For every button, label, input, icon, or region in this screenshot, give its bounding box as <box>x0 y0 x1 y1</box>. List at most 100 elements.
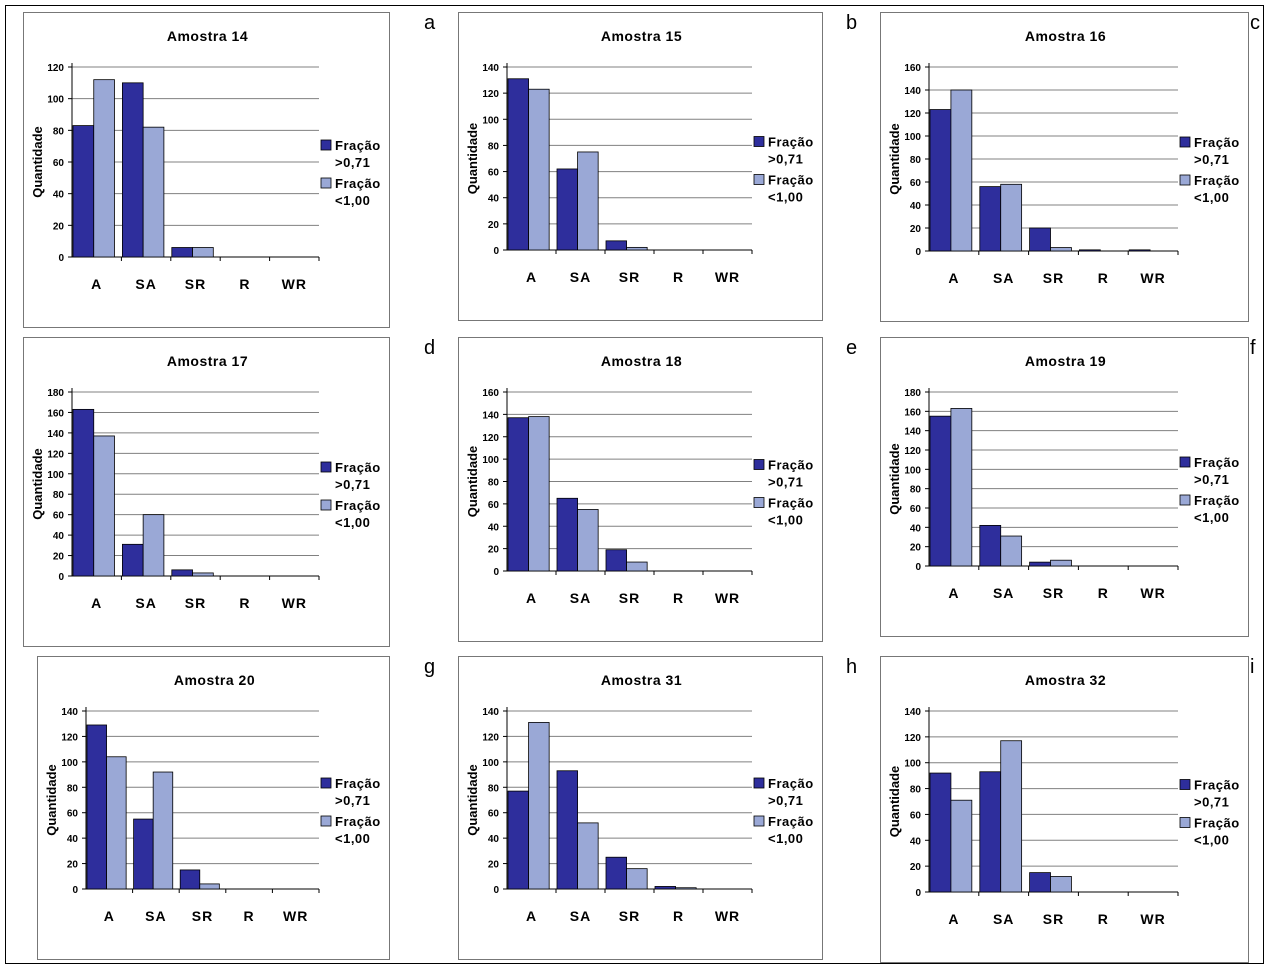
panel-letter: a <box>424 12 436 34</box>
x-tick-label: WR <box>1140 585 1165 601</box>
y-tick-label: 120 <box>47 449 64 460</box>
bar-fracao-071 <box>1029 561 1051 567</box>
x-tick-label: A <box>91 595 102 611</box>
chart-title: Amostra 16 <box>1025 28 1106 44</box>
y-tick-label: 160 <box>904 407 921 418</box>
y-tick-label: 140 <box>482 707 499 718</box>
y-tick-label: 140 <box>482 63 499 74</box>
x-tick-label: R <box>1098 270 1109 286</box>
y-tick-label: 60 <box>53 158 65 169</box>
bar-fracao-071 <box>1029 227 1051 252</box>
bar-fracao-100 <box>577 509 599 572</box>
y-tick-label: 20 <box>910 543 922 554</box>
x-tick-label: A <box>948 585 959 601</box>
chart-title: Amostra 19 <box>1025 353 1106 369</box>
bar-fracao-100 <box>142 514 165 577</box>
legend-label: Fração >0,71 <box>335 460 381 492</box>
bar-chart: Amostra 20 0 20 40 60 80 100 120 140 Quantidade A S… <box>44 672 381 924</box>
bar-fracao-100 <box>626 868 648 890</box>
chart-title: Amostra 18 <box>601 353 682 369</box>
y-tick-label: 80 <box>488 141 500 152</box>
x-tick-label: SR <box>1043 911 1064 927</box>
y-tick-label: 0 <box>58 253 64 264</box>
legend-swatch <box>1179 494 1191 506</box>
y-tick-label: 40 <box>53 531 65 542</box>
legend-swatch <box>320 815 332 827</box>
x-tick-label: R <box>239 595 250 611</box>
legend-label: Fração <1,00 <box>768 173 814 205</box>
y-tick-label: 100 <box>904 132 921 143</box>
legend-swatch <box>1179 136 1191 148</box>
chart-panel: Amostra 15 0 20 40 60 80 100 120 140 Quantidade A S… <box>458 12 823 321</box>
chart-panel: Amostra 31 0 20 40 60 80 100 120 140 Quantidade A S… <box>458 656 823 960</box>
y-tick-label: 40 <box>67 834 79 845</box>
legend-swatch <box>320 499 332 511</box>
x-tick-label: WR <box>283 908 308 924</box>
y-tick-label: 160 <box>482 388 499 399</box>
bar-fracao-100 <box>577 151 599 251</box>
y-tick-label: 80 <box>488 478 500 489</box>
bar-chart: Amostra 14 0 20 40 60 80 100 120 Quantidade A SA SR… <box>30 28 381 292</box>
y-tick-label: 40 <box>910 523 922 534</box>
y-tick-label: 100 <box>47 470 64 481</box>
chart-title: Amostra 20 <box>174 672 255 688</box>
y-tick-label: 120 <box>904 733 921 744</box>
legend-swatch <box>753 815 765 827</box>
chart-panel: Amostra 20 0 20 40 60 80 100 120 140 Quantidade A S… <box>37 656 390 960</box>
legend-swatch <box>1179 817 1191 828</box>
legend-label: Fração >0,71 <box>768 135 814 167</box>
bar-fracao-071 <box>979 771 1002 893</box>
y-tick-label: 120 <box>904 446 921 457</box>
y-tick-label: 20 <box>67 860 79 871</box>
bar-fracao-071 <box>122 543 144 577</box>
bar-fracao-100 <box>1000 740 1023 893</box>
bar-fracao-071 <box>929 109 952 252</box>
bar-fracao-071 <box>556 168 578 251</box>
x-tick-label: SA <box>993 270 1014 286</box>
bar-fracao-071 <box>507 78 529 251</box>
x-tick-label: SA <box>570 908 591 924</box>
y-tick-label: 140 <box>904 427 921 438</box>
bar-fracao-100 <box>950 799 973 893</box>
legend-swatch <box>753 174 765 185</box>
figure-frame <box>5 5 1264 964</box>
y-tick-label: 100 <box>47 95 64 106</box>
x-tick-label: SA <box>135 276 156 292</box>
legend-label: Fração >0,71 <box>768 458 814 490</box>
legend-label: Fração >0,71 <box>1194 135 1240 167</box>
bar-fracao-071 <box>86 724 107 890</box>
bar-fracao-071 <box>929 415 952 567</box>
bar-fracao-071 <box>507 790 529 890</box>
y-tick-label: 80 <box>488 783 500 794</box>
y-tick-label: 100 <box>482 758 499 769</box>
x-tick-label: R <box>673 908 684 924</box>
legend-label: Fração <1,00 <box>335 176 381 208</box>
chart-panel: Amostra 14 0 20 40 60 80 100 120 Quantidade A SA SR… <box>23 12 390 328</box>
bar-fracao-100 <box>675 887 697 890</box>
x-tick-label: A <box>526 908 537 924</box>
y-tick-label: 80 <box>53 490 65 501</box>
legend-label: Fração >0,71 <box>335 776 381 808</box>
y-tick-label: 160 <box>47 408 64 419</box>
x-tick-label: SR <box>619 590 640 606</box>
x-tick-label: A <box>948 911 959 927</box>
chart-panel: Amostra 32 0 20 40 60 80 100 120 140 Quantidade A S… <box>880 656 1249 963</box>
panel-letter: e <box>846 337 858 359</box>
bar-fracao-071 <box>605 240 627 251</box>
y-tick-label: 20 <box>488 860 500 871</box>
panel-letter: g <box>424 656 436 678</box>
chart-panel: Amostra 18 0 20 40 60 80 100 120 140 160 Quantidad… <box>458 337 823 642</box>
y-tick-label: 60 <box>910 504 922 515</box>
legend-swatch <box>1179 779 1191 790</box>
bar-fracao-100 <box>950 89 973 252</box>
x-tick-label: WR <box>282 276 307 292</box>
x-tick-label: SA <box>993 911 1014 927</box>
y-tick-label: 100 <box>482 455 499 466</box>
bar-fracao-071 <box>1128 249 1151 252</box>
bar-fracao-100 <box>106 756 127 890</box>
y-tick-label: 0 <box>493 246 499 257</box>
x-tick-label: R <box>1098 911 1109 927</box>
x-tick-label: SR <box>185 276 206 292</box>
y-tick-label: 100 <box>904 759 921 770</box>
legend-label: Fração <1,00 <box>768 496 814 528</box>
